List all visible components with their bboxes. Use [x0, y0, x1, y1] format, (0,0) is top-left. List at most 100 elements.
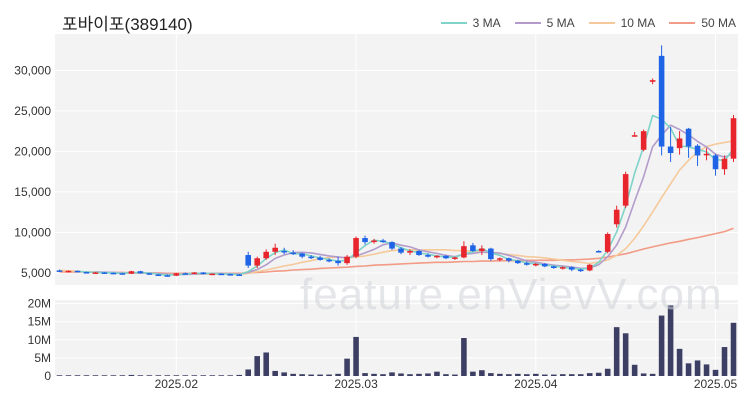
candle-body: [380, 240, 386, 243]
candle-body: [721, 158, 728, 170]
price-tick-label: 15,000: [14, 185, 51, 199]
candle-body: [595, 250, 602, 253]
volume-bar: [236, 374, 243, 376]
legend-label-ma3: 3 MA: [472, 16, 501, 30]
candle-body: [434, 255, 440, 258]
legend-item-ma10[interactable]: 10 MA: [588, 16, 656, 30]
candle-body: [685, 128, 692, 147]
candle-body: [209, 273, 216, 276]
candle-body: [362, 238, 368, 243]
candle-body: [506, 258, 512, 261]
candle-body: [146, 273, 153, 275]
volume-bar: [658, 315, 665, 376]
candle-body: [164, 275, 171, 277]
volume-bar: [479, 370, 485, 376]
x-tick-label: 2025.05: [694, 377, 738, 391]
volume-bar: [380, 374, 386, 376]
candle-body: [56, 270, 63, 272]
candle-body: [290, 252, 296, 255]
volume-bar: [685, 363, 692, 376]
volume-tick-label: 10M: [28, 333, 51, 347]
volume-bar: [721, 347, 728, 376]
volume-bar: [613, 327, 620, 376]
candle-body: [613, 209, 620, 225]
candle-body: [326, 259, 332, 262]
candle-body: [524, 263, 530, 265]
candle-body: [371, 240, 377, 243]
volume-bar: [362, 373, 368, 376]
candle-body: [658, 55, 665, 147]
volume-bar: [308, 374, 314, 376]
volume-bar: [182, 375, 189, 376]
candle-body: [227, 274, 234, 276]
candle-body: [389, 242, 395, 249]
candle-body: [236, 274, 243, 276]
candle-body: [470, 245, 476, 251]
volume-bar: [649, 373, 656, 376]
volume-bar: [586, 373, 593, 376]
candle-body: [353, 238, 359, 257]
candle-body: [308, 256, 314, 259]
candle-body: [515, 260, 521, 264]
legend-item-ma5[interactable]: 5 MA: [514, 16, 575, 30]
candle-body: [83, 272, 90, 274]
legend-item-ma3[interactable]: 3 MA: [440, 16, 501, 30]
volume-tick-label: 15M: [28, 315, 51, 329]
candle-body: [497, 258, 503, 260]
volume-bar: [290, 373, 296, 376]
volume-tick-label: 5M: [34, 351, 51, 365]
candle-body: [604, 233, 611, 252]
legend-label-ma5: 5 MA: [546, 16, 575, 30]
candle-body: [676, 138, 683, 149]
legend-label-ma10: 10 MA: [620, 16, 656, 30]
legend-swatch-ma10: [588, 22, 615, 24]
price-tick-label: 30,000: [14, 63, 51, 77]
candle-body: [272, 247, 278, 252]
candle-body: [92, 272, 99, 274]
candle-body: [559, 267, 566, 269]
price-panel-bg: [55, 34, 738, 285]
candle-body: [703, 153, 710, 156]
volume-bar: [200, 375, 207, 376]
volume-bar: [577, 374, 584, 376]
candle-body: [128, 271, 135, 274]
volume-bar: [83, 375, 90, 376]
candle-body: [541, 263, 548, 267]
candle-body: [568, 267, 575, 270]
candle-body: [317, 257, 323, 260]
volume-bar: [272, 370, 278, 376]
candle-body: [631, 135, 638, 137]
candle-body: [730, 118, 737, 159]
candle-body: [577, 269, 584, 272]
candle-body: [461, 246, 467, 258]
candle-body: [550, 266, 557, 268]
volume-bar: [559, 374, 566, 376]
candle-body: [488, 248, 494, 260]
candle-body: [344, 256, 350, 264]
volume-bar: [245, 369, 252, 376]
volume-bar: [389, 372, 395, 376]
candle-body: [110, 272, 117, 275]
volume-bar: [694, 360, 701, 376]
volume-bar: [595, 372, 602, 376]
volume-bar: [640, 373, 647, 376]
volume-bar: [407, 374, 413, 376]
candle-body: [586, 264, 593, 271]
volume-bar: [209, 375, 216, 376]
candle-body: [649, 80, 656, 82]
candle-body: [640, 131, 647, 150]
volume-bar: [146, 375, 153, 376]
candle-body: [398, 248, 404, 253]
volume-bar: [371, 373, 377, 376]
candle-body: [452, 257, 458, 259]
volume-bar: [506, 374, 512, 376]
volume-bar: [101, 375, 108, 376]
volume-bar: [299, 374, 305, 376]
volume-bar: [164, 375, 171, 376]
candle-body: [173, 273, 180, 276]
volume-bar: [425, 373, 431, 376]
price-tick-label: 20,000: [14, 144, 51, 158]
legend-item-ma50[interactable]: 50 MA: [669, 16, 736, 30]
candle-body: [254, 258, 260, 266]
candle-body: [407, 250, 413, 253]
